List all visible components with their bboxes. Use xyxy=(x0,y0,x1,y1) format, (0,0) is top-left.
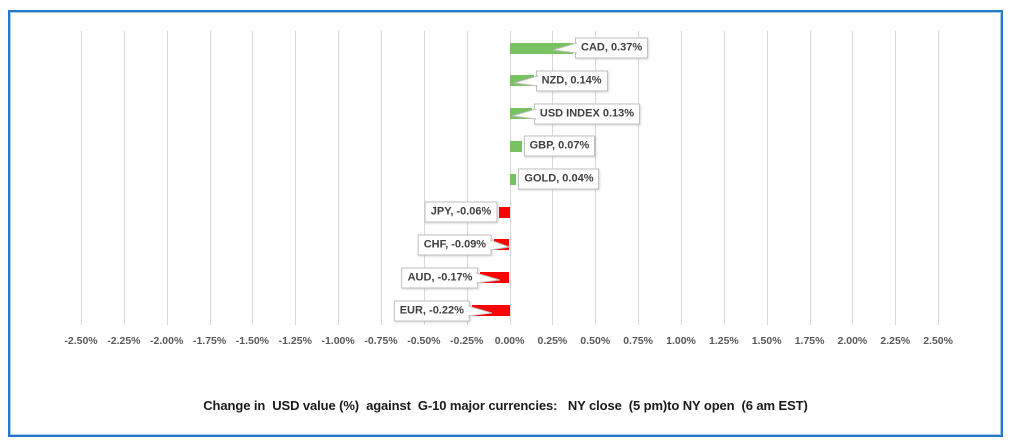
x-axis-tick: 0.25% xyxy=(537,335,568,347)
x-axis-tick: 1.00% xyxy=(666,335,696,347)
data-label-aud: AUD, -0.17% xyxy=(401,267,479,289)
data-label-usd-index: USD INDEX 0.13% xyxy=(533,103,641,125)
x-axis-tick: -2.00% xyxy=(150,335,184,347)
chart-frame: -2.50% -2.25% -2.00% -1.75% -1.50% -1.25% -1.0… xyxy=(8,10,1003,437)
gridline xyxy=(466,31,468,325)
callout-leader xyxy=(467,305,492,317)
x-axis-tick: 1.50% xyxy=(751,335,782,347)
gridline xyxy=(123,31,125,325)
x-axis-tick: 2.00% xyxy=(837,335,868,347)
bar-gbp xyxy=(509,141,522,152)
gridline xyxy=(252,31,254,325)
gridline xyxy=(681,31,682,325)
data-label-nzd: NZD, 0.14% xyxy=(535,70,608,92)
x-axis-tick: -0.75% xyxy=(364,335,398,347)
callout-leader xyxy=(511,108,536,120)
gridline xyxy=(81,31,82,325)
data-label-cad: CAD, 0.37% xyxy=(575,37,649,59)
bar-eur xyxy=(471,305,510,317)
gridline xyxy=(295,31,297,325)
gridline xyxy=(723,31,725,325)
x-axis-tick: 0.75% xyxy=(623,335,653,347)
callout-leader xyxy=(490,239,510,251)
bar-jpy xyxy=(499,206,510,218)
chart-title: Change in USD value (%) against G-10 maj… xyxy=(203,398,808,413)
gridline xyxy=(895,31,897,325)
x-axis-tick: 0.00% xyxy=(494,335,525,347)
x-axis-tick: 2.25% xyxy=(880,335,911,347)
data-label-eur: EUR, -0.22% xyxy=(393,300,470,322)
x-axis-tick: -0.25% xyxy=(450,335,484,347)
x-axis-tick: 2.50% xyxy=(923,335,953,347)
data-label-gbp: GBP, 0.07% xyxy=(523,135,596,157)
callout-leader xyxy=(513,75,538,87)
x-axis-tick: 1.75% xyxy=(794,335,825,347)
gridline xyxy=(166,31,168,325)
callout-leader xyxy=(476,272,501,284)
x-axis-tick: -1.50% xyxy=(235,335,270,347)
gridline xyxy=(938,31,940,325)
data-label-chf: CHF, -0.09% xyxy=(417,234,493,256)
bar-cad xyxy=(509,42,573,54)
x-axis-tick: -2.50% xyxy=(64,335,98,347)
gridline xyxy=(852,31,854,325)
gridline xyxy=(638,31,640,325)
gridline xyxy=(209,31,211,325)
x-axis-tick: 1.25% xyxy=(709,335,739,347)
x-axis-tick: -1.75% xyxy=(192,335,227,347)
x-axis-tick: -0.50% xyxy=(407,335,441,347)
gridline xyxy=(338,31,340,325)
gridline xyxy=(766,31,768,325)
callout-leader xyxy=(553,42,577,54)
gridline xyxy=(381,31,382,325)
data-label-jpy: JPY, -0.06% xyxy=(424,201,498,223)
data-label-gold: GOLD, 0.04% xyxy=(518,168,600,190)
x-axis-tick: -1.00% xyxy=(321,335,355,347)
gridline xyxy=(423,31,425,325)
bar-gold xyxy=(509,173,517,185)
gridline xyxy=(809,31,811,325)
x-axis-tick: 0.50% xyxy=(580,335,611,347)
x-axis-tick: -1.25% xyxy=(278,335,312,347)
x-axis-tick: -2.25% xyxy=(107,335,141,347)
